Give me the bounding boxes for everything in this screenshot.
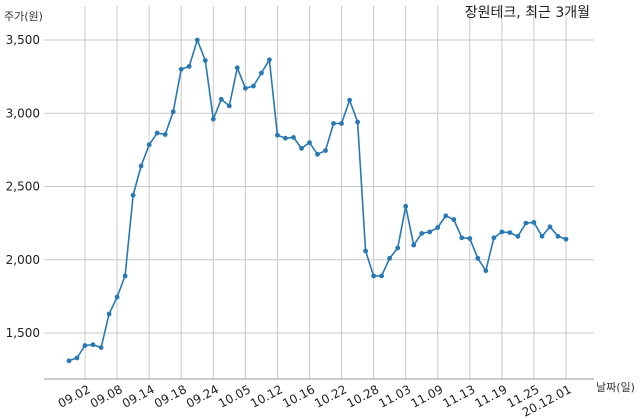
data-point	[491, 235, 497, 241]
data-point	[138, 163, 144, 169]
data-point	[411, 242, 417, 248]
data-point	[315, 151, 320, 157]
x-tick-label: 11.13	[441, 382, 478, 410]
data-point	[98, 345, 104, 350]
data-point	[218, 96, 224, 102]
data-point	[531, 220, 537, 225]
data-point	[499, 229, 505, 235]
data-point	[403, 203, 409, 209]
y-tick-label: 3,000	[6, 106, 40, 120]
data-point	[323, 148, 328, 154]
data-point	[419, 231, 425, 236]
data-point	[130, 192, 136, 198]
data-point	[291, 135, 296, 140]
data-point	[379, 273, 384, 279]
data-point	[106, 311, 112, 317]
x-tick-label: 10.12	[248, 382, 285, 410]
data-point	[467, 236, 473, 241]
series-layer	[66, 37, 569, 364]
x-tick-label: 11.03	[376, 382, 413, 410]
x-tick-label: 09.24	[184, 382, 221, 410]
data-point	[122, 273, 128, 279]
x-tick-label: 10.28	[344, 382, 381, 410]
y-tick-label: 2,500	[6, 180, 40, 194]
x-tick-label: 11.19	[473, 382, 510, 410]
data-point	[459, 235, 465, 241]
data-point	[387, 255, 392, 261]
data-point	[82, 343, 88, 348]
data-point	[114, 294, 120, 300]
data-point	[259, 70, 264, 76]
y-tick-label: 3,500	[6, 33, 40, 47]
data-point	[267, 57, 272, 63]
x-tick-label: 10.22	[312, 382, 349, 410]
data-point	[363, 248, 368, 254]
data-point	[483, 268, 489, 274]
y-tick-label: 1,500	[6, 326, 40, 340]
data-point	[170, 109, 176, 115]
y-axis-title: 주가(원)	[4, 10, 43, 23]
x-tick-label: 09.08	[88, 382, 125, 410]
chart-title: 장원테크, 최근 3개월	[465, 5, 590, 21]
y-tick-label: 2,000	[6, 253, 40, 267]
data-point	[443, 213, 449, 219]
data-point	[74, 355, 80, 361]
x-tick-label: 10.16	[280, 382, 317, 410]
data-point	[395, 245, 401, 251]
data-point	[210, 116, 216, 122]
data-point	[202, 58, 208, 63]
data-point	[475, 255, 481, 261]
data-point	[146, 142, 152, 148]
data-point	[547, 224, 553, 230]
x-tick-label: 09.18	[152, 382, 189, 410]
data-point	[299, 146, 304, 151]
data-point	[347, 97, 352, 103]
data-point	[539, 233, 545, 239]
data-point	[451, 217, 457, 222]
data-point	[275, 132, 280, 138]
y-tick-labels: 1,500 2,000 2,500 3,000 3,500	[6, 33, 40, 340]
x-tick-label: 09.14	[120, 382, 157, 410]
data-point	[226, 103, 232, 109]
data-point	[307, 140, 312, 146]
x-tick-labels: 09.0209.0809.1409.1809.2410.0510.1210.16…	[56, 382, 574, 419]
x-tick-label: 10.05	[216, 382, 253, 410]
x-tick-label: 11.09	[408, 382, 445, 410]
data-point	[507, 230, 513, 236]
data-point	[339, 121, 344, 126]
data-point	[162, 132, 168, 137]
data-point	[66, 358, 72, 364]
data-point	[523, 220, 529, 226]
data-point	[251, 83, 256, 89]
data-point	[194, 37, 200, 43]
data-point	[186, 64, 192, 69]
data-point	[555, 233, 561, 239]
data-point	[563, 236, 569, 242]
series-line	[68, 37, 567, 362]
data-point	[178, 66, 184, 72]
data-point	[355, 119, 360, 125]
data-point	[427, 229, 433, 235]
data-point	[90, 342, 96, 348]
grid-layer	[44, 6, 594, 379]
data-point	[515, 233, 521, 239]
data-point	[154, 130, 160, 136]
data-point	[435, 225, 441, 230]
x-tick-label: 09.02	[56, 382, 93, 410]
data-point	[243, 85, 248, 91]
data-point	[234, 65, 240, 71]
x-axis-title: 날짜(일)	[596, 380, 635, 394]
data-point	[283, 135, 288, 141]
data-point	[371, 273, 376, 279]
data-point	[331, 121, 336, 126]
